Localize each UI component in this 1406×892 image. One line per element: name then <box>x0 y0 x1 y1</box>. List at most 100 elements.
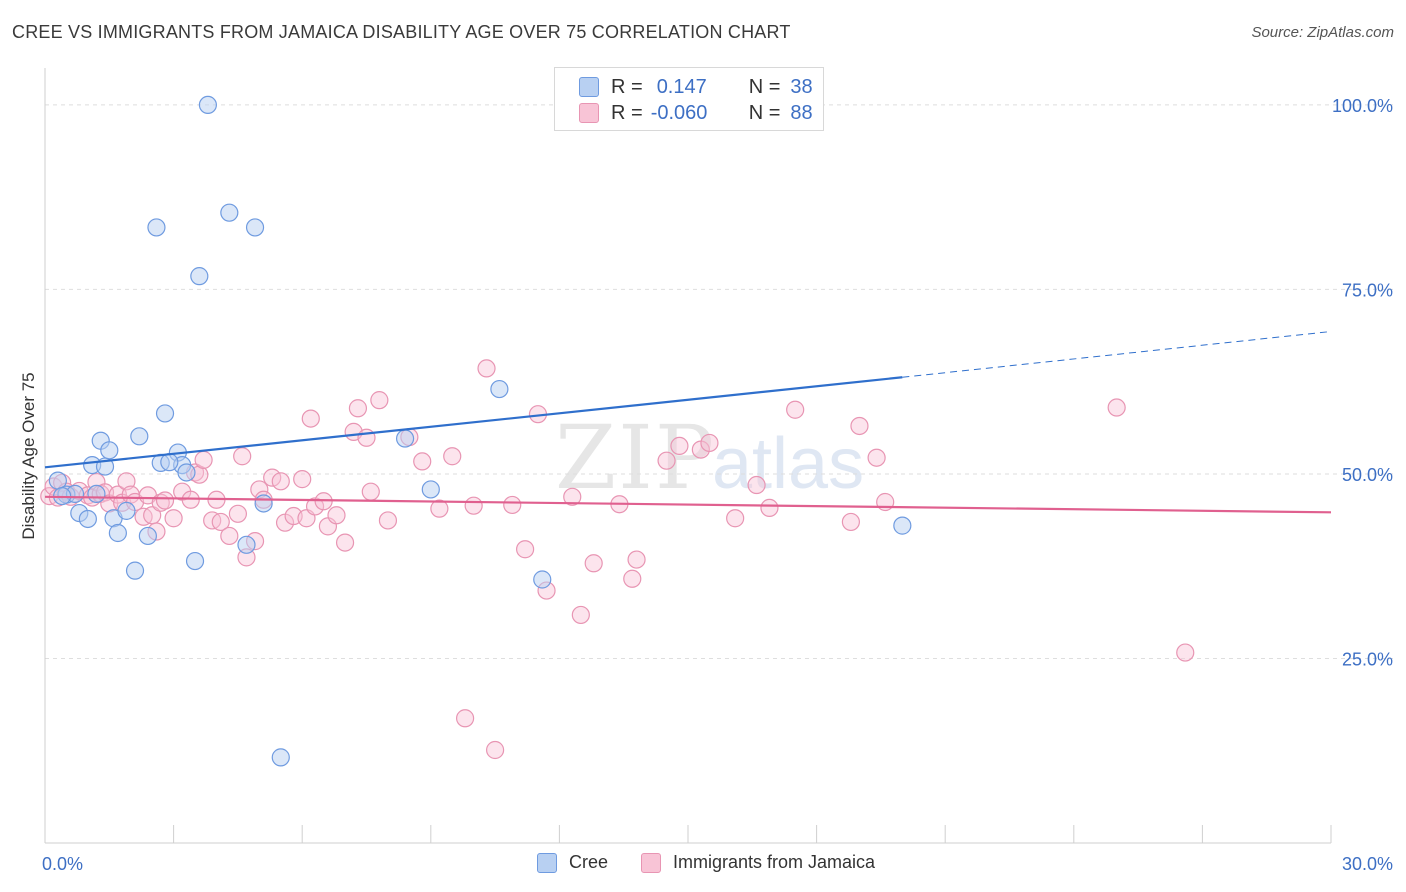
point-cree <box>87 484 106 503</box>
point-jamaica <box>348 399 368 418</box>
point-jamaica <box>700 433 719 453</box>
point-jamaica <box>670 436 689 456</box>
point-jamaica <box>867 448 886 467</box>
point-jamaica <box>301 409 320 428</box>
legend-item-cree[interactable]: Cree <box>537 852 608 873</box>
point-cree <box>130 427 149 446</box>
axis-labels: 25.0% 50.0% 75.0% 100.0% 0.0% 30.0% Disability… <box>19 96 1393 874</box>
point-jamaica <box>378 511 398 530</box>
x-tick-label-max: 30.0% <box>1342 854 1393 874</box>
axes <box>44 68 1332 844</box>
point-jamaica <box>464 496 483 515</box>
point-jamaica <box>455 709 475 728</box>
y-axis-label: Disability Age Over 75 <box>19 372 38 539</box>
point-jamaica <box>1176 643 1195 662</box>
trend-lines <box>44 331 1332 514</box>
point-jamaica <box>228 504 247 523</box>
point-cree <box>108 523 127 543</box>
legend-label-cree: Cree <box>569 852 609 872</box>
point-jamaica <box>841 512 860 532</box>
point-cree <box>190 267 209 286</box>
point-cree <box>395 429 415 448</box>
point-cree <box>220 203 239 222</box>
point-jamaica <box>108 485 127 504</box>
legend-row-jamaica: R = -0.060 N = 88 <box>579 101 813 125</box>
legend-swatch-jamaica <box>579 103 599 123</box>
point-cree <box>147 218 166 237</box>
point-jamaica <box>850 416 869 436</box>
point-cree <box>271 748 290 767</box>
y-tick-label: 25.0% <box>1342 649 1393 669</box>
point-jamaica <box>155 491 175 510</box>
point-jamaica <box>443 447 462 466</box>
point-cree <box>490 379 509 399</box>
point-jamaica <box>486 740 505 760</box>
point-jamaica <box>370 391 389 410</box>
y-tick-label: 50.0% <box>1342 465 1393 485</box>
point-jamaica <box>503 495 522 515</box>
chart-title: CREE VS IMMIGRANTS FROM JAMAICA DISABILI… <box>12 22 791 42</box>
point-jamaica <box>1107 398 1126 417</box>
point-cree <box>198 95 217 115</box>
y-tick-label: 75.0% <box>1342 280 1393 300</box>
point-jamaica <box>220 526 239 546</box>
legend-swatch-jamaica <box>641 852 661 873</box>
legend-n-label: N = <box>748 101 781 124</box>
point-jamaica <box>623 569 642 588</box>
source-label: Source: ZipAtlas.com <box>1251 24 1394 41</box>
point-jamaica <box>726 509 745 528</box>
legend-label-jamaica: Immigrants from Jamaica <box>673 852 876 872</box>
trendline-cree <box>44 376 903 469</box>
point-jamaica <box>293 470 312 489</box>
point-cree <box>421 480 440 499</box>
legend-n-label: N = <box>748 75 781 98</box>
watermark: ZIP atlas <box>555 406 864 509</box>
point-cree <box>155 404 175 423</box>
point-jamaica <box>760 498 779 518</box>
point-cree <box>78 509 97 529</box>
point-jamaica <box>627 550 646 569</box>
point-jamaica <box>181 490 200 509</box>
point-cree <box>177 463 196 482</box>
legend-row-cree: R = 0.147 N = 38 <box>579 75 813 99</box>
series-legend: Cree Immigrants from Jamaica <box>0 852 1406 876</box>
point-cree <box>893 516 912 535</box>
point-jamaica <box>747 475 766 495</box>
grid <box>45 104 1395 659</box>
point-jamaica <box>194 450 213 470</box>
y-tick-label: 100.0% <box>1332 96 1393 116</box>
point-jamaica <box>584 554 603 573</box>
point-jamaica <box>233 447 252 466</box>
point-jamaica <box>211 512 230 532</box>
point-jamaica <box>516 540 535 559</box>
series-cree-points <box>48 95 912 767</box>
point-jamaica <box>786 400 805 419</box>
legend-item-jamaica[interactable]: Immigrants from Jamaica <box>641 852 875 873</box>
legend-r-label: R = <box>611 75 643 98</box>
trendline-jamaica <box>44 495 1332 514</box>
legend-r-label: R = <box>611 101 643 124</box>
point-jamaica <box>657 451 676 470</box>
legend-r-value: -0.060 <box>650 101 708 124</box>
point-jamaica <box>335 533 355 552</box>
point-jamaica <box>164 509 183 528</box>
x-tick-label-min: 0.0% <box>42 854 83 874</box>
point-jamaica <box>413 452 432 471</box>
point-cree <box>160 453 179 472</box>
point-cree <box>100 441 119 460</box>
point-cree <box>237 535 256 554</box>
point-cree <box>533 570 552 589</box>
point-jamaica <box>305 497 325 516</box>
point-cree <box>185 551 205 571</box>
point-cree <box>138 526 157 546</box>
point-jamaica <box>563 487 582 506</box>
watermark-zip: ZIP <box>555 406 716 509</box>
point-cree <box>245 218 265 237</box>
point-cree <box>254 494 273 513</box>
legend-n-value: 38 <box>790 75 813 98</box>
point-jamaica <box>327 506 346 525</box>
legend-swatch-cree <box>579 77 599 97</box>
point-jamaica <box>430 499 449 518</box>
trendline-cree-extension <box>902 331 1332 378</box>
